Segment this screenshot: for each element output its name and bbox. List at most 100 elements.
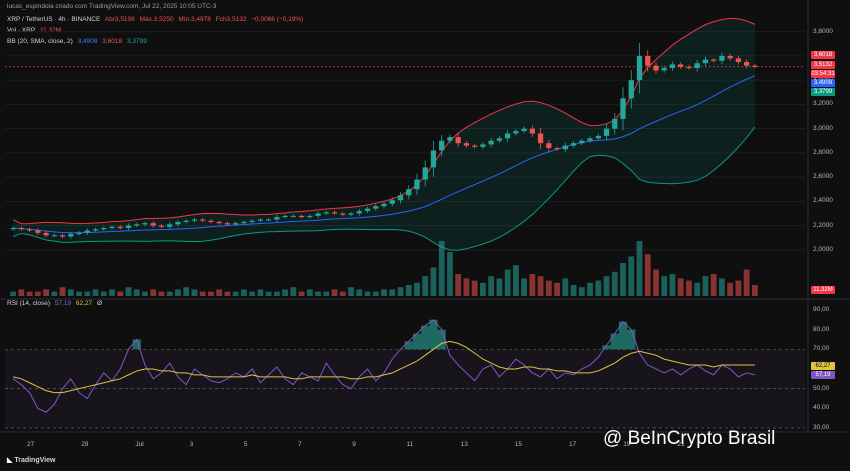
candle-body: [430, 150, 437, 168]
candle-body: [150, 223, 156, 226]
volume-bar: [504, 269, 511, 296]
candle-body: [109, 226, 115, 229]
countdown-badge: 03:54:31: [811, 70, 835, 78]
last-price-badge: 3,5132: [811, 61, 835, 69]
candle-body: [331, 212, 338, 214]
volume-bar: [76, 291, 82, 296]
candle-body: [472, 145, 478, 147]
volume-bar: [422, 276, 429, 296]
price-tick-label: 2,4000: [813, 197, 833, 205]
candle-body: [68, 234, 74, 237]
volume-bar: [175, 289, 181, 296]
volume-bar: [10, 291, 17, 296]
candle-body: [537, 133, 544, 144]
time-tick-label: 9: [352, 441, 356, 448]
volume-bar: [183, 287, 190, 296]
volume-bar: [92, 289, 99, 296]
candle-body: [447, 137, 453, 141]
volume-bar: [323, 291, 330, 296]
rsi-ma-value: 62,27: [75, 300, 93, 307]
candle-body: [579, 140, 585, 144]
volume-bar: [67, 289, 74, 296]
rsi-line: [12, 319, 755, 413]
candle-body: [554, 148, 560, 150]
volume-bar: [117, 291, 124, 296]
candle-body: [463, 143, 470, 146]
volume-bar: [51, 291, 58, 296]
candle-body: [488, 140, 494, 145]
volume-bar: [158, 291, 165, 296]
volume-label[interactable]: Vol · XRP: [7, 27, 36, 34]
candle-body: [406, 189, 412, 196]
attribution-text: lucas_espindola criado com TradingView.c…: [7, 3, 217, 10]
bb-legend: BB (20, SMA, close, 2) 3,4908 3,6018 3,3…: [7, 38, 150, 45]
volume-bar: [150, 289, 157, 296]
rsi-ma-badge: 62,27: [811, 362, 835, 370]
bb-lower-line: [12, 126, 756, 251]
bb-upper-badge: 3,6018: [811, 51, 835, 59]
volume-bar: [356, 289, 363, 296]
candle-body: [51, 235, 57, 237]
volume-bar: [603, 276, 610, 296]
volume-bar: [306, 289, 313, 296]
candle-body: [200, 219, 206, 221]
candle-body: [620, 98, 626, 119]
candle-body: [686, 66, 692, 69]
symbol-label[interactable]: XRP / TetherUS · 4h · BINANCE: [7, 16, 101, 23]
bb-lower-badge: 3,3799: [811, 88, 835, 96]
candle-body: [282, 215, 288, 218]
volume-bar: [142, 291, 148, 296]
volume-bar: [232, 291, 239, 296]
candle-body: [142, 223, 148, 225]
volume-bar: [521, 278, 527, 296]
volume-bar: [100, 291, 107, 296]
volume-bar: [199, 291, 206, 296]
candle-body: [340, 213, 346, 215]
volume-bar: [611, 271, 618, 296]
candle-body: [595, 135, 601, 139]
volume-bar: [397, 287, 404, 296]
candle-body: [504, 133, 511, 139]
price-tick-label: 2,8000: [813, 148, 833, 156]
candle-body: [364, 208, 371, 212]
volume-bar: [339, 291, 346, 296]
bb-label[interactable]: BB (20, SMA, close, 2): [7, 38, 73, 45]
candle-body: [10, 228, 16, 230]
volume-bar: [282, 289, 288, 296]
volume-bar: [216, 289, 223, 296]
candle-body: [711, 59, 717, 61]
candle-body: [513, 131, 519, 134]
volume-bar: [743, 269, 750, 296]
volume-bar: [224, 291, 231, 296]
candle-body: [422, 167, 428, 180]
time-tick-label: 19: [623, 441, 631, 448]
candle-body: [43, 232, 49, 236]
candle-body: [356, 211, 362, 214]
volume-bar: [34, 291, 41, 296]
time-tick-label: 5: [243, 441, 248, 448]
volume-bar: [570, 285, 577, 296]
tradingview-logo[interactable]: ◣ TradingView: [7, 457, 56, 464]
rsi-extra: Ø: [97, 300, 103, 307]
candle-body: [636, 55, 643, 81]
bb-mid-badge: 3,4908: [811, 79, 835, 87]
time-tick-label: Jul: [135, 441, 144, 448]
rsi-label[interactable]: RSI (14, close): [7, 300, 50, 307]
bb-lower-value: 3,3799: [126, 38, 147, 45]
volume-bar: [636, 241, 643, 296]
candle-body: [265, 219, 272, 221]
candle-body: [175, 221, 181, 225]
candle-body: [669, 64, 676, 69]
volume-bar: [529, 274, 536, 296]
candle-body: [76, 232, 82, 235]
volume-bar: [364, 291, 371, 296]
volume-value: 11,32M: [40, 27, 62, 34]
volume-bar: [480, 282, 486, 296]
candle-body: [84, 230, 90, 233]
volume-bar: [562, 278, 569, 296]
volume-bar: [191, 289, 198, 296]
volume-bar: [447, 252, 453, 296]
candle-body: [257, 219, 264, 221]
time-tick-label: 3: [189, 441, 194, 448]
